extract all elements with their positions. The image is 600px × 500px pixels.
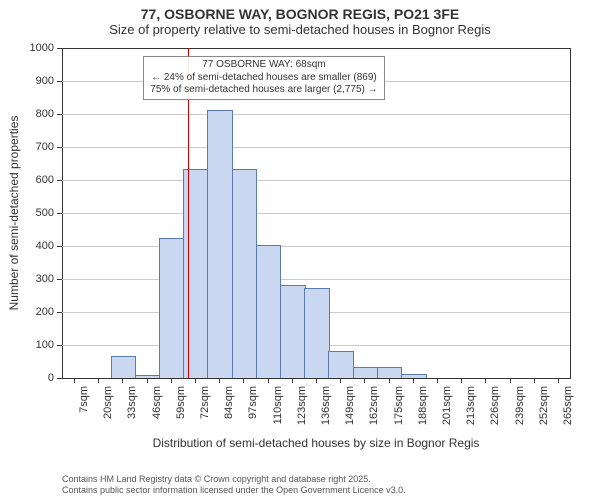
histogram-bar (401, 374, 427, 378)
x-tick-label: 188sqm (417, 386, 429, 425)
x-tick-label: 213sqm (465, 386, 477, 425)
x-tick-label: 84sqm (223, 386, 235, 419)
y-tick-label: 100 (0, 339, 54, 351)
histogram-bar (183, 169, 209, 378)
footer-line-2: Contains public sector information licen… (62, 485, 406, 496)
chart-subtitle: Size of property relative to semi-detach… (0, 22, 600, 37)
y-axis-label: Number of semi-detached properties (7, 116, 21, 311)
x-tick-label: 265sqm (562, 386, 574, 425)
histogram-bar (135, 375, 161, 378)
histogram-bar (256, 245, 282, 378)
x-tick-label: 123sqm (296, 386, 308, 425)
x-tick-label: 162sqm (368, 386, 380, 425)
chart-container: { "title": "77, OSBORNE WAY, BOGNOR REGI… (0, 0, 600, 500)
x-tick-label: 226sqm (489, 386, 501, 425)
x-tick-label: 46sqm (151, 386, 163, 419)
footer-attribution: Contains HM Land Registry data © Crown c… (62, 474, 406, 496)
x-tick-label: 201sqm (441, 386, 453, 425)
y-tick-label: 900 (0, 75, 54, 87)
y-tick-label: 1000 (0, 42, 54, 54)
x-tick-label: 59sqm (175, 386, 187, 419)
annotation-callout: 77 OSBORNE WAY: 68sqm← 24% of semi-detac… (143, 56, 384, 100)
x-tick-label: 252sqm (538, 386, 550, 425)
x-tick-label: 239sqm (514, 386, 526, 425)
histogram-bar (328, 351, 354, 378)
annotation-line: 77 OSBORNE WAY: 68sqm (150, 59, 377, 72)
annotation-line: 75% of semi-detached houses are larger (… (150, 84, 377, 97)
x-tick-label: 136sqm (320, 386, 332, 425)
x-tick-label: 149sqm (344, 386, 356, 425)
x-axis-label: Distribution of semi-detached houses by … (153, 436, 480, 450)
x-tick-label: 97sqm (247, 386, 259, 419)
footer-line-1: Contains HM Land Registry data © Crown c… (62, 474, 406, 485)
x-tick-label: 110sqm (272, 386, 284, 424)
annotation-line: ← 24% of semi-detached houses are smalle… (150, 72, 377, 85)
x-tick-label: 33sqm (126, 386, 138, 419)
histogram-bar (207, 110, 233, 378)
y-tick-label: 0 (0, 372, 54, 384)
x-tick-label: 7sqm (78, 386, 90, 413)
histogram-bar (111, 356, 137, 378)
histogram-bar (353, 367, 379, 378)
histogram-bar (280, 285, 306, 378)
x-tick-label: 20sqm (102, 386, 114, 419)
x-tick-label: 175sqm (393, 386, 405, 425)
histogram-bar (304, 288, 330, 378)
x-tick-label: 72sqm (199, 386, 211, 419)
chart-title: 77, OSBORNE WAY, BOGNOR REGIS, PO21 3FE (0, 0, 600, 22)
histogram-bar (377, 367, 403, 378)
chart-plot-area: 77 OSBORNE WAY: 68sqm← 24% of semi-detac… (62, 48, 570, 378)
histogram-bar (159, 238, 185, 378)
histogram-bar (232, 169, 258, 378)
